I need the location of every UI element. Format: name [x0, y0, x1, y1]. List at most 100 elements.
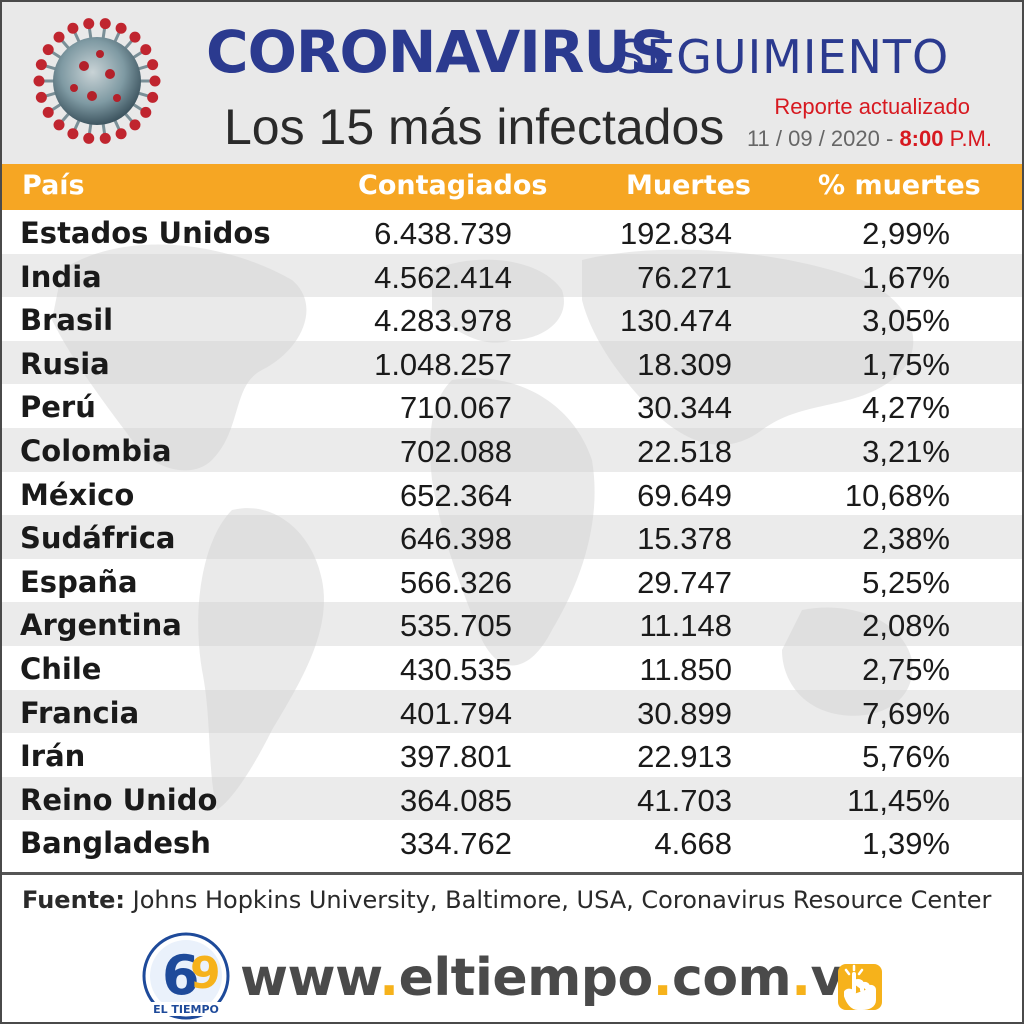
world-map-watermark	[52, 244, 914, 810]
title-main: CORONAVIRUS	[206, 18, 671, 86]
cell-cases: 535.705	[399, 608, 512, 644]
table-row: España 566.326 29.747 5,25%	[2, 559, 1022, 603]
cell-deaths: 29.747	[637, 564, 732, 600]
cell-cases: 646.398	[399, 521, 512, 557]
report-date-text: 11 / 09 / 2020 -	[746, 126, 894, 151]
cell-cases: 364.085	[399, 782, 512, 818]
url-dot: .	[379, 948, 399, 1008]
cell-cases: 397.801	[399, 739, 512, 775]
cell-country: España	[20, 564, 138, 599]
cell-country: Brasil	[20, 303, 114, 338]
cell-country: Sudáfrica	[20, 521, 176, 556]
table-body: Estados Unidos 6.438.739 192.834 2,99% India…	[2, 210, 1022, 864]
table-row: Francia 401.794 30.899 7,69%	[2, 689, 1022, 734]
column-header-cases: Contagiados	[358, 170, 548, 201]
table-row: Bangladesh 334.762 4.668 1,39%	[2, 820, 1022, 864]
table-row: Argentina 535.705 11.148 2,08%	[2, 602, 1022, 646]
source-note: Fuente: Johns Hopkins University, Baltim…	[22, 886, 991, 914]
cell-country: India	[20, 259, 102, 294]
cell-death-rate: 10,68%	[844, 477, 950, 513]
cell-death-rate: 5,76%	[862, 739, 950, 775]
cell-country: Colombia	[20, 434, 172, 468]
cell-deaths: 22.518	[637, 434, 732, 469]
cell-cases: 702.088	[399, 434, 512, 469]
cell-death-rate: 11,45%	[847, 782, 950, 818]
cell-country: México	[20, 477, 135, 512]
column-header-country: País	[22, 170, 85, 201]
cell-deaths: 18.309	[637, 346, 732, 382]
cell-deaths: 76.271	[637, 259, 732, 295]
cell-deaths: 69.649	[637, 477, 732, 513]
cell-country: Estados Unidos	[20, 216, 271, 250]
svg-text:9: 9	[190, 948, 221, 999]
cell-cases: 401.794	[399, 695, 512, 731]
table-row: México 652.364 69.649 10,68%	[2, 472, 1022, 516]
cell-death-rate: 1,75%	[862, 346, 950, 382]
cell-death-rate: 1,39%	[862, 826, 950, 862]
cell-cases: 4.283.978	[374, 303, 512, 339]
cell-country: Argentina	[20, 608, 182, 643]
source-text: Johns Hopkins University, Baltimore, USA…	[132, 886, 992, 914]
source-label: Fuente:	[22, 886, 125, 914]
table-row: Estados Unidos 6.438.739 192.834 2,99%	[2, 210, 1022, 254]
cell-deaths: 30.344	[637, 390, 732, 426]
cell-country: Bangladesh	[20, 826, 211, 861]
report-label: Reporte actualizado	[774, 94, 970, 119]
table-row: India 4.562.414 76.271 1,67%	[2, 253, 1022, 298]
table-row: Perú 710.067 30.344 4,27%	[2, 384, 1022, 428]
logo-text: EL TIEMPO	[153, 1003, 219, 1016]
cell-deaths: 11.850	[639, 652, 732, 687]
cell-deaths: 30.899	[637, 695, 732, 731]
title-secondary: SEGUIMIENTO	[616, 30, 950, 84]
cell-country: Chile	[20, 652, 102, 686]
cell-cases: 334.762	[399, 826, 512, 862]
url-part-com: com	[672, 948, 792, 1008]
table-row: Reino Unido 364.085 41.703 11,45%	[2, 776, 1022, 821]
cell-death-rate: 5,25%	[862, 564, 950, 600]
subtitle: Los 15 más infectados	[224, 99, 725, 155]
report-time: 8:00	[899, 126, 944, 151]
website-url[interactable]: www.eltiempo.com.ve	[240, 948, 879, 1008]
cell-country: Perú	[20, 390, 96, 425]
table-row: Colombia 702.088 22.518 3,21%	[2, 428, 1022, 472]
cell-cases: 430.535	[399, 652, 512, 687]
cell-death-rate: 1,67%	[862, 259, 950, 295]
cell-cases: 6.438.739	[374, 216, 512, 251]
column-header-deaths: Muertes	[626, 170, 752, 201]
footer-divider	[2, 872, 1022, 875]
cell-death-rate: 2,08%	[862, 608, 950, 644]
table-row: Chile 430.535 11.850 2,75%	[2, 646, 1022, 690]
table-row: Brasil 4.283.978 130.474 3,05%	[2, 297, 1022, 341]
cell-cases: 652.364	[399, 477, 512, 513]
cell-country: Irán	[20, 739, 86, 774]
cell-death-rate: 3,21%	[862, 434, 950, 469]
cell-cases: 4.562.414	[374, 259, 512, 295]
cell-cases: 710.067	[399, 390, 512, 426]
cell-death-rate: 3,05%	[862, 303, 950, 339]
table-header: País Contagiados Muertes % muertes	[2, 164, 1022, 210]
svg-text:6: 6	[162, 944, 200, 1007]
column-header-death-rate: % muertes	[818, 170, 981, 201]
url-part-www: www	[240, 948, 380, 1008]
cell-death-rate: 7,69%	[862, 695, 950, 731]
cell-country: Rusia	[20, 346, 110, 381]
cell-cases: 566.326	[399, 564, 512, 600]
cell-death-rate: 2,38%	[862, 521, 950, 557]
cell-deaths: 192.834	[619, 216, 732, 251]
cell-deaths: 15.378	[637, 521, 732, 557]
coronavirus-icon	[33, 18, 161, 144]
table-row: Sudáfrica 646.398 15.378 2,38%	[2, 515, 1022, 559]
cell-death-rate: 4,27%	[862, 390, 950, 426]
url-part-domain: eltiempo	[398, 948, 654, 1008]
cell-cases: 1.048.257	[374, 346, 512, 382]
header: CORONAVIRUS SEGUIMIENTO Los 15 más infec…	[2, 2, 1022, 164]
click-hand-icon	[838, 964, 882, 1010]
el-tiempo-logo: 6 9 EL TIEMPO	[142, 932, 230, 1020]
cell-deaths: 22.913	[637, 739, 732, 775]
table-row: Irán 397.801 22.913 5,76%	[2, 733, 1022, 777]
cell-deaths: 4.668	[654, 826, 732, 862]
cell-deaths: 130.474	[619, 303, 732, 339]
report-ampm: P.M.	[949, 126, 992, 151]
url-dot: .	[791, 948, 811, 1008]
